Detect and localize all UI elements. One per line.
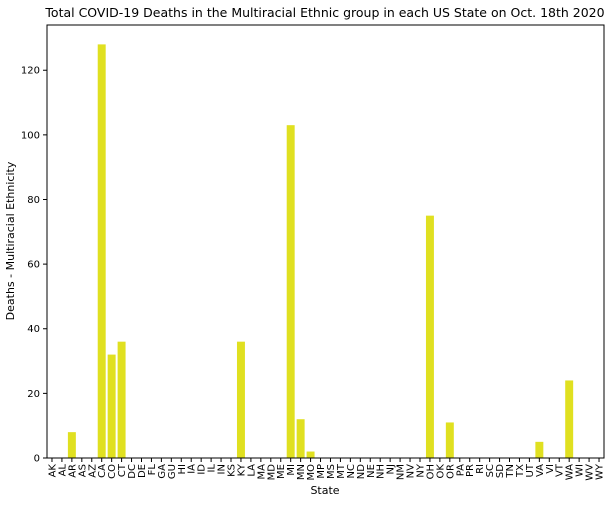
x-tick-label-va: VA xyxy=(535,464,546,477)
bar-oh xyxy=(425,215,434,458)
x-tick-label-ms: MS xyxy=(326,464,337,479)
x-axis: AKALARASAZCACOCTDCDEFLGAGUHIIAIDILINKSKY… xyxy=(47,458,606,481)
chart-title: Total COVID-19 Deaths in the Multiracial… xyxy=(44,5,604,20)
bar-wa xyxy=(565,380,574,458)
x-tick-label-or: OR xyxy=(445,464,456,479)
x-tick-label-ia: IA xyxy=(187,464,198,474)
x-tick-label-wa: WA xyxy=(565,464,576,480)
bars-group xyxy=(67,44,574,459)
x-tick-label-wv: WV xyxy=(585,464,596,481)
x-axis-label: State xyxy=(310,484,339,497)
x-tick-label-ar: AR xyxy=(67,464,78,478)
bar-mn xyxy=(296,419,305,458)
x-tick-label-vt: VT xyxy=(555,463,566,477)
bar-ar xyxy=(67,432,76,458)
x-tick-label-mn: MN xyxy=(296,464,307,480)
x-tick-label-il: IL xyxy=(207,464,218,473)
y-tick-label: 0 xyxy=(34,454,40,465)
x-tick-label-ne: NE xyxy=(366,464,377,478)
x-tick-label-ri: RI xyxy=(475,464,486,474)
x-tick-label-de: DE xyxy=(137,464,148,478)
x-tick-label-sd: SD xyxy=(495,464,506,478)
y-tick-label: 60 xyxy=(27,260,40,271)
y-tick-label: 20 xyxy=(27,389,40,400)
x-tick-label-ct: CT xyxy=(117,463,128,477)
x-tick-label-ut: UT xyxy=(525,463,536,477)
x-tick-label-az: AZ xyxy=(87,464,98,478)
x-tick-label-ks: KS xyxy=(227,464,238,477)
x-tick-label-ny: NY xyxy=(415,463,426,477)
x-tick-label-mp: MP xyxy=(316,464,327,479)
bar-ct xyxy=(117,341,126,458)
x-tick-label-ak: AK xyxy=(47,464,58,478)
bar-mo xyxy=(306,451,315,458)
bar-mi xyxy=(286,125,295,459)
x-tick-label-ok: OK xyxy=(435,464,446,479)
x-tick-label-al: AL xyxy=(57,464,68,477)
x-tick-label-wi: WI xyxy=(575,464,586,477)
x-tick-label-as: AS xyxy=(77,464,88,477)
bar-ky xyxy=(236,341,245,458)
x-tick-label-la: LA xyxy=(246,464,257,477)
x-tick-label-ky: KY xyxy=(236,463,247,476)
x-tick-label-ga: GA xyxy=(157,464,168,479)
y-tick-label: 80 xyxy=(27,195,40,206)
x-tick-label-nc: NC xyxy=(346,464,357,478)
x-tick-label-tx: TX xyxy=(515,464,526,478)
x-tick-label-wy: WY xyxy=(595,463,606,480)
x-tick-label-gu: GU xyxy=(167,464,178,479)
x-tick-label-nj: NJ xyxy=(386,464,397,474)
x-tick-label-hi: HI xyxy=(177,464,188,474)
x-tick-label-md: MD xyxy=(266,464,277,481)
plot-frame xyxy=(46,24,605,459)
x-tick-label-pa: PA xyxy=(455,464,466,476)
x-tick-label-me: ME xyxy=(276,464,287,479)
x-tick-label-id: ID xyxy=(197,464,208,475)
x-tick-label-nh: NH xyxy=(376,464,387,479)
y-tick-label: 40 xyxy=(27,324,40,335)
x-tick-label-vi: VI xyxy=(545,464,556,474)
x-tick-label-ma: MA xyxy=(256,464,267,480)
x-tick-label-mi: MI xyxy=(286,464,297,476)
x-tick-label-in: IN xyxy=(217,464,228,474)
x-tick-label-ca: CA xyxy=(97,464,108,478)
x-tick-label-oh: OH xyxy=(425,464,436,479)
y-tick-label: 100 xyxy=(21,130,40,141)
x-tick-label-nd: ND xyxy=(356,464,367,479)
y-tick-label: 120 xyxy=(21,66,40,77)
x-tick-label-mo: MO xyxy=(306,464,317,481)
x-tick-label-sc: SC xyxy=(485,464,496,477)
bar-ca xyxy=(97,44,106,458)
x-tick-label-pr: PR xyxy=(465,464,476,477)
y-axis: 0 20 40 60 80 100 120 xyxy=(21,66,47,465)
bar-va xyxy=(535,441,544,458)
bar-or xyxy=(445,422,454,458)
x-tick-label-nm: NM xyxy=(396,464,407,480)
x-tick-label-nv: NV xyxy=(406,464,417,478)
bar-co xyxy=(107,354,116,458)
x-tick-label-fl: FL xyxy=(147,464,158,476)
x-tick-label-dc: DC xyxy=(127,464,138,479)
x-tick-label-tn: TN xyxy=(505,464,516,479)
y-axis-label: Deaths - Multiracial Ethnicity xyxy=(4,161,17,320)
x-tick-label-co: CO xyxy=(107,464,118,479)
x-tick-label-mt: MT xyxy=(336,463,347,479)
